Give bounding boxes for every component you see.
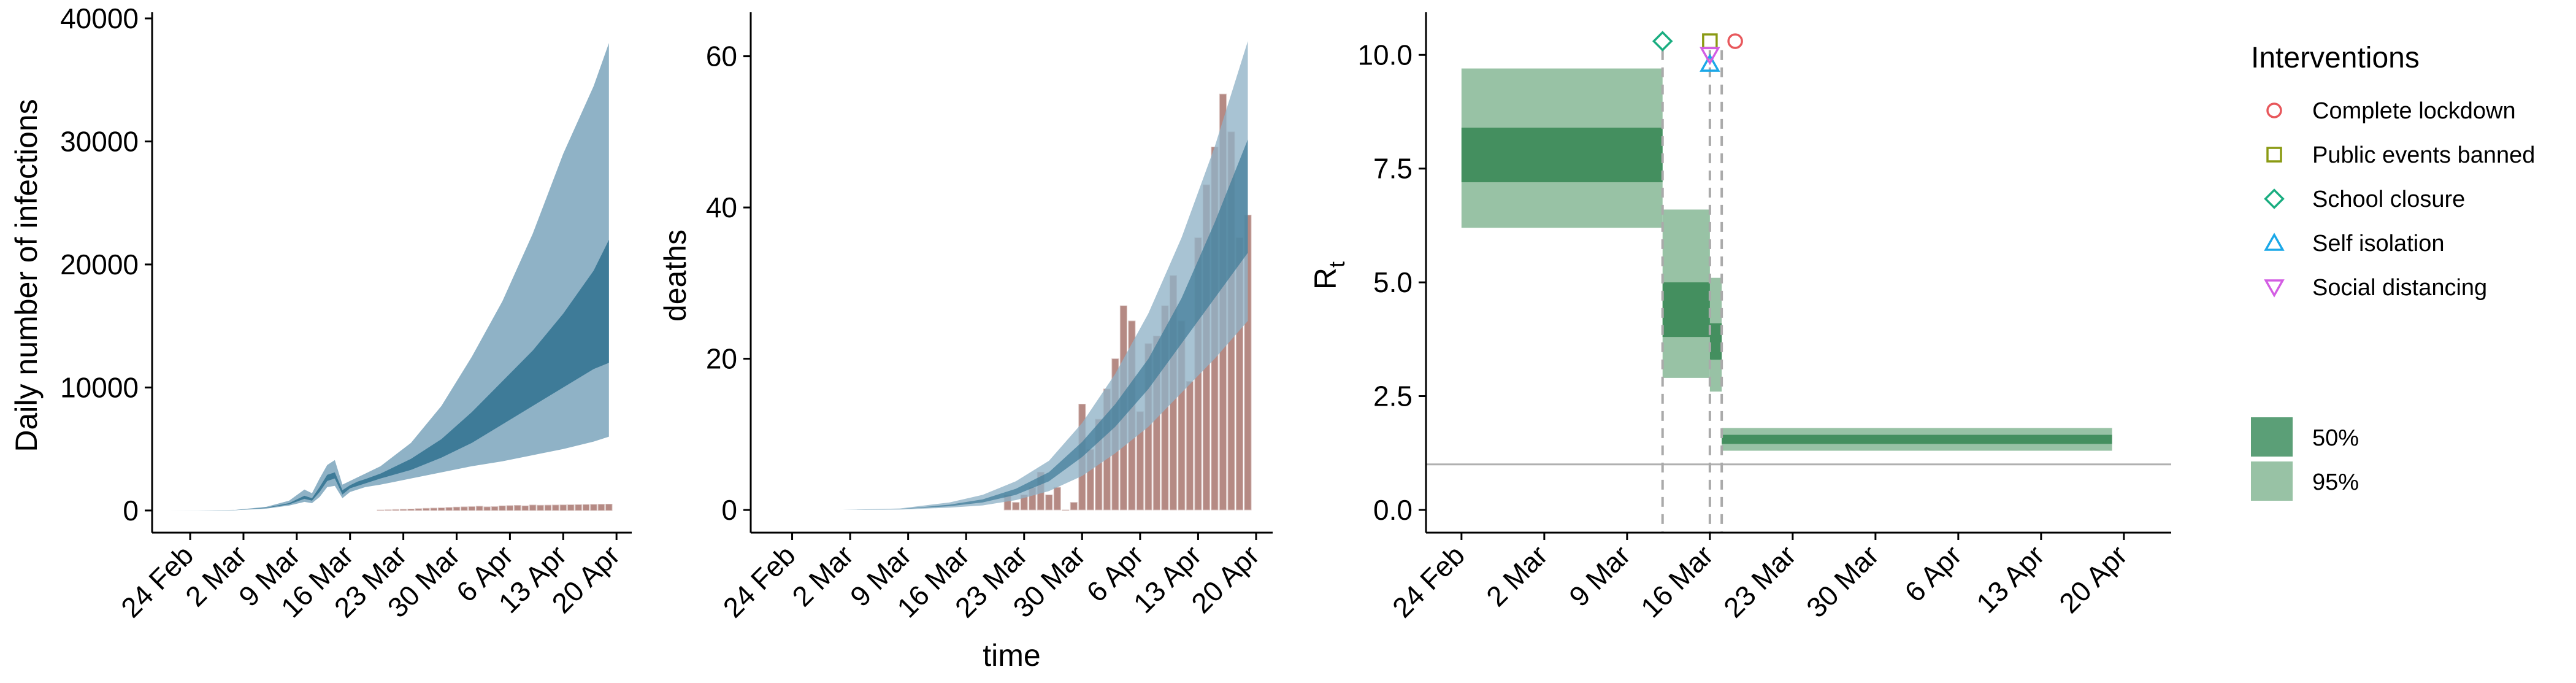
y-tick-label: 7.5 <box>1373 153 1413 185</box>
bar <box>1045 494 1053 511</box>
bar <box>475 506 483 511</box>
legend-label: Complete lockdown <box>2312 98 2516 124</box>
bar <box>582 504 590 511</box>
bar <box>385 509 392 511</box>
x-tick-label: 6 Apr <box>1898 539 1968 608</box>
band-95 <box>167 43 609 511</box>
x-tick-label: 13 Apr <box>1970 539 2050 619</box>
bar <box>430 507 438 511</box>
bar <box>1070 502 1078 511</box>
rt-band-50 <box>1662 282 1710 338</box>
intervention-marker <box>1700 47 1720 66</box>
legend-label: Social distancing <box>2312 275 2487 301</box>
bar <box>399 509 407 511</box>
y-tick-label: 20 <box>706 343 737 375</box>
bar <box>415 508 423 511</box>
y-tick-label: 0 <box>721 494 737 526</box>
bar <box>437 507 445 511</box>
x-tick-label: 16 Mar <box>1635 539 1719 623</box>
y-tick-label: 10000 <box>60 371 139 403</box>
bar <box>453 506 461 511</box>
band-50 <box>167 239 609 511</box>
bar <box>1053 487 1061 511</box>
legend-marker <box>2266 102 2282 118</box>
bar <box>529 504 537 511</box>
y-axis-title-base: R <box>1308 268 1343 290</box>
bar <box>445 507 453 511</box>
y-axis-title: Rt <box>1308 261 1349 290</box>
y-axis-title-subscript: t <box>1324 261 1349 268</box>
x-tick-label: 9 Mar <box>1563 539 1636 612</box>
legend-marker <box>2264 233 2285 251</box>
bar <box>567 504 575 511</box>
bar <box>499 505 506 511</box>
bar <box>461 506 468 511</box>
intervention-marker <box>1702 33 1718 49</box>
y-axis-title: deaths <box>658 230 692 322</box>
legend-marker <box>2264 188 2285 209</box>
x-axis-title: time <box>983 638 1040 673</box>
y-tick-label: 0 <box>123 495 139 527</box>
bar <box>597 504 605 511</box>
bar <box>423 507 430 511</box>
bar <box>521 505 529 511</box>
bar <box>1186 381 1194 511</box>
x-tick-label: 30 Mar <box>1800 539 1885 623</box>
rt-band-50 <box>1709 323 1722 360</box>
y-tick-label: 20000 <box>60 249 139 280</box>
bar <box>559 504 567 511</box>
y-tick-label: 40000 <box>60 2 139 34</box>
bar <box>491 506 499 511</box>
bar <box>514 504 521 511</box>
bar <box>537 504 544 511</box>
legend-marker <box>2264 279 2285 298</box>
bar <box>552 504 559 511</box>
x-tick-label: 24 Feb <box>115 539 199 623</box>
x-tick-label: 20 Apr <box>1185 539 1265 619</box>
y-tick-label: 2.5 <box>1373 380 1413 412</box>
legend-marker <box>2266 147 2282 163</box>
y-tick-label: 0.0 <box>1373 494 1413 526</box>
y-tick-label: 10.0 <box>1357 39 1413 71</box>
y-axis-title: Daily number of infections <box>9 99 44 452</box>
legend-band-label: 50% <box>2312 425 2359 451</box>
intervention-marker <box>1700 53 1720 72</box>
x-tick-label: 2 Mar <box>786 539 859 612</box>
x-tick-label: 24 Feb <box>717 539 802 623</box>
bar <box>590 504 597 511</box>
bar <box>483 506 491 511</box>
bar <box>1012 502 1020 511</box>
bar <box>1062 509 1070 511</box>
bar <box>544 504 552 511</box>
intervention-marker <box>1652 31 1673 52</box>
legend-label: Self isolation <box>2312 231 2444 257</box>
x-tick-label: 2 Mar <box>1480 539 1554 612</box>
legend-label: Public events banned <box>2312 142 2535 168</box>
y-tick-label: 30000 <box>60 125 139 157</box>
x-tick-label: 23 Mar <box>1717 539 1802 623</box>
y-tick-label: 5.0 <box>1373 266 1413 298</box>
rt-band-50 <box>1722 434 2112 444</box>
legend-band-label: 95% <box>2312 469 2359 495</box>
x-tick-label: 24 Feb <box>1386 539 1471 623</box>
legend-band-swatch <box>2251 461 2293 501</box>
legend-band-swatch <box>2251 417 2293 457</box>
x-tick-label: 2 Mar <box>179 539 253 612</box>
bar <box>407 509 415 511</box>
bar <box>506 505 514 511</box>
y-tick-label: 60 <box>706 41 737 72</box>
x-tick-label: 20 Apr <box>2053 539 2133 619</box>
bar <box>468 506 476 511</box>
bar <box>377 509 385 511</box>
intervention-marker <box>1727 33 1743 49</box>
legend-label: School closure <box>2312 187 2465 212</box>
legend-title: Interventions <box>2251 42 2420 74</box>
bar <box>575 504 582 511</box>
y-tick-label: 40 <box>706 191 737 223</box>
rt-band-50 <box>1461 127 1663 182</box>
bar <box>605 503 613 511</box>
bar <box>392 509 399 511</box>
